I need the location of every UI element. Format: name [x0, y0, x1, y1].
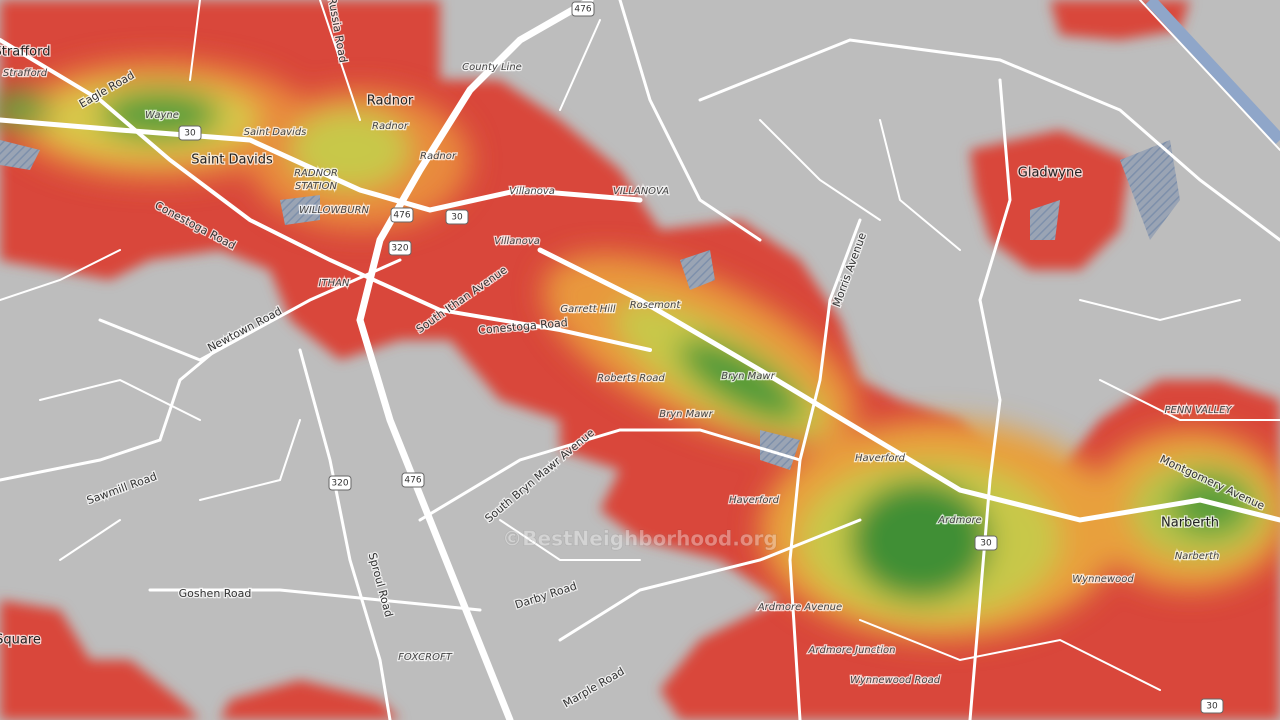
- route-number: 320: [331, 479, 348, 489]
- locality-label: Bryn Mawr: [659, 409, 713, 420]
- place-label: Gladwyne: [1018, 166, 1082, 181]
- route-number: 30: [980, 539, 992, 549]
- locality-label: Villanova: [509, 186, 555, 197]
- locality-label: Wynnewood: [1072, 574, 1134, 585]
- locality-label: PENN VALLEY: [1164, 405, 1232, 416]
- locality-label: Roberts Road: [597, 373, 665, 384]
- route-shield: [390, 207, 414, 223]
- locality-label: Haverford: [855, 453, 906, 464]
- road-label: Goshen Road: [179, 587, 252, 600]
- locality-label: Ardmore: [937, 515, 981, 526]
- road-label: Newtown Road: [205, 305, 284, 355]
- route-shield: [328, 475, 352, 491]
- route-shield: [1200, 698, 1224, 714]
- route-number: 476: [574, 5, 591, 15]
- route-shield: [445, 209, 469, 225]
- locality-label: Narberth: [1175, 551, 1220, 562]
- road-label: Sproul Road: [366, 551, 396, 618]
- locality-label: Ardmore Junction: [808, 645, 896, 656]
- locality-label: Ardmore Avenue: [757, 602, 842, 613]
- route-shield: [178, 125, 202, 141]
- locality-label: ITHAN: [319, 278, 350, 289]
- locality-label: Garrett Hill: [560, 304, 615, 315]
- locality-label: Radnor: [420, 151, 457, 162]
- place-label: Radnor: [367, 94, 414, 109]
- locality-label: RADNOR: [294, 168, 338, 179]
- locality-label: Bryn Mawr: [721, 371, 775, 382]
- route-shield: [401, 472, 425, 488]
- road-label: Darby Road: [513, 579, 578, 611]
- parks: [0, 140, 1180, 470]
- route-number: 476: [393, 211, 410, 221]
- watermark: ©BestNeighborhood.org: [502, 527, 777, 551]
- locality-label: Rosemont: [630, 300, 682, 311]
- locality-label: VILLANOVA: [613, 186, 669, 197]
- route-number: 320: [391, 244, 408, 254]
- route-shield: [571, 1, 595, 17]
- locality-label: Haverford: [729, 495, 780, 506]
- road-label: South Bryn Mawr Avenue: [482, 426, 597, 525]
- locality-label: STATION: [295, 181, 338, 192]
- route-shield: [388, 240, 412, 256]
- locality-label: Radnor: [372, 121, 409, 132]
- route-shield: [974, 535, 998, 551]
- locality-label: Strafford: [3, 68, 48, 79]
- place-label: Saint Davids: [191, 153, 273, 168]
- locality-label: FOXCROFT: [398, 652, 453, 663]
- route-number: 30: [1206, 702, 1218, 712]
- locality-label: Villanova: [494, 236, 540, 247]
- locality-label: Wynnewood Road: [850, 675, 941, 686]
- place-label: Square: [0, 633, 41, 648]
- place-label: Strafford: [0, 45, 50, 60]
- locality-label: County Line: [462, 62, 522, 73]
- locality-label: Wayne: [145, 110, 179, 121]
- river: [1139, 0, 1280, 151]
- locality-label: Saint Davids: [244, 127, 307, 138]
- road-label: Morris Avenue: [830, 231, 869, 309]
- route-number: 30: [184, 129, 196, 139]
- place-label: Narberth: [1161, 516, 1219, 531]
- road-label: Marple Road: [561, 665, 627, 711]
- route-number: 476: [404, 476, 421, 486]
- route-number: 30: [451, 213, 463, 223]
- road-label: Sawmill Road: [85, 470, 159, 507]
- locality-label: WILLOWBURN: [299, 205, 370, 216]
